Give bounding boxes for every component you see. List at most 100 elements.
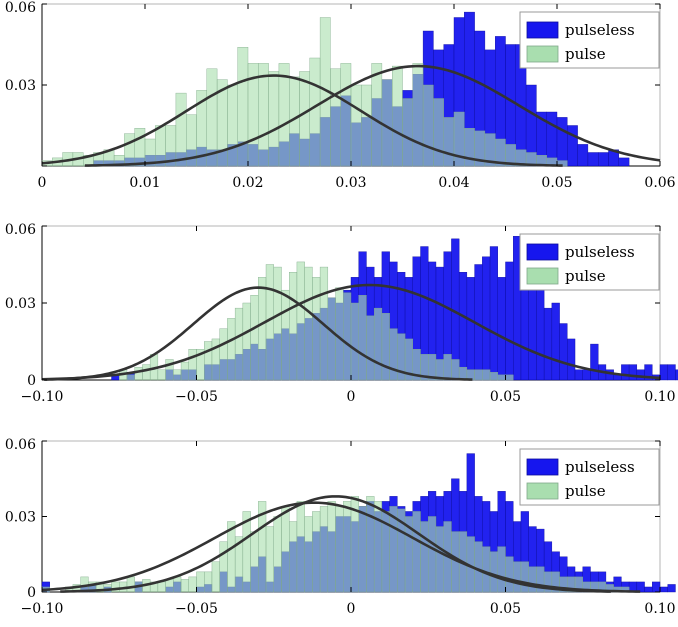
pulse-bar xyxy=(497,374,506,381)
pulse-bar xyxy=(489,551,498,593)
x-tick-label: −0.05 xyxy=(175,601,218,617)
series-pulse xyxy=(41,17,568,167)
pulse-bar xyxy=(350,84,362,167)
pulseless-bar xyxy=(582,369,591,381)
pulse-bar xyxy=(373,501,383,593)
pulse-bar xyxy=(520,561,529,593)
pulse-bar xyxy=(250,531,259,593)
y-tick-label: 0 xyxy=(27,373,36,389)
pulseless-bar xyxy=(644,364,653,381)
x-tick-label: 0.10 xyxy=(644,601,675,617)
pulse-bar xyxy=(296,261,305,381)
series-pulse xyxy=(119,261,514,381)
pulse-bar xyxy=(296,501,305,593)
pulse-bar xyxy=(327,297,336,381)
y-tick-label: 0.03 xyxy=(5,78,36,94)
y-tick-label: 0.03 xyxy=(5,296,36,312)
pulse-bar xyxy=(258,63,269,167)
pulse-bar xyxy=(180,361,189,381)
legend-label-pulseless: pulseless xyxy=(565,21,635,39)
pulse-bar xyxy=(289,521,298,593)
pulse-bar xyxy=(343,292,352,381)
pulse-bar xyxy=(428,516,437,593)
pulseless-bar xyxy=(577,144,589,167)
pulse-bar xyxy=(412,63,424,167)
pulse-bar xyxy=(281,506,290,593)
legend-swatch-pulse xyxy=(526,267,559,285)
legend-label-pulse: pulse xyxy=(565,267,606,285)
pulse-bar xyxy=(422,84,434,167)
x-tick-label: 0.05 xyxy=(490,389,521,405)
pulse-bar xyxy=(126,374,135,381)
y-tick-label: 0.06 xyxy=(5,437,36,453)
pulse-bar xyxy=(219,328,228,381)
pulseless-fit-curve xyxy=(84,64,661,167)
x-tick-label: −0.05 xyxy=(175,389,218,405)
pulse-bar xyxy=(204,341,213,381)
pulseless-bar xyxy=(598,152,609,167)
pulseless-bar xyxy=(505,261,514,381)
pulseless-bar xyxy=(659,586,668,593)
pulse-bar xyxy=(474,369,483,381)
pulseless-bar xyxy=(628,364,638,381)
chart-panel-1: 0.03 0.06 0 0.01 0.02 0.03 0.04 0.05 0.06 pulsele… xyxy=(5,0,676,191)
pulseless-bar xyxy=(590,343,599,381)
pulse-bar xyxy=(340,63,352,167)
pulse-bar xyxy=(237,47,249,167)
pulseless-bar xyxy=(520,287,529,381)
pulse-bar xyxy=(451,359,460,381)
pulse-bar xyxy=(505,556,514,593)
x-tick-label: 0.05 xyxy=(490,601,521,617)
pulse-bar xyxy=(175,92,187,167)
pulse-bar xyxy=(392,65,403,167)
pulseless-bar xyxy=(667,584,676,593)
x-tick-label: 0.03 xyxy=(335,175,366,191)
pulse-bar xyxy=(389,328,398,381)
legend-swatch-pulseless xyxy=(526,21,559,39)
pulse-bar xyxy=(327,501,336,593)
pulseless-bar xyxy=(567,125,578,167)
pulse-bar xyxy=(173,576,182,593)
x-tick-label: −0.10 xyxy=(21,389,64,405)
pulse-bar xyxy=(358,295,367,381)
pulse-bar xyxy=(126,576,135,593)
pulse-fit-curve xyxy=(41,501,641,593)
pulse-bar xyxy=(299,71,311,167)
pulse-bar xyxy=(304,516,313,593)
pulse-bar xyxy=(371,63,383,167)
x-tick-label: 0.10 xyxy=(644,389,675,405)
legend-swatch-pulseless xyxy=(526,458,559,476)
pulse-bar xyxy=(433,98,444,167)
pulseless-bar xyxy=(618,157,630,167)
pulse-bar xyxy=(188,349,197,381)
pulseless-bar xyxy=(482,256,491,381)
pulseless-bar xyxy=(605,369,614,381)
pulse-bar xyxy=(343,501,352,593)
pulse-bar xyxy=(505,374,514,381)
pulseless-bar xyxy=(497,277,506,381)
legend-label-pulseless: pulseless xyxy=(565,458,635,476)
pulse-bar xyxy=(312,511,321,593)
pulseless-bar xyxy=(636,369,645,381)
legend-swatch-pulseless xyxy=(526,243,559,261)
pulse-bar xyxy=(134,366,143,381)
pulseless-bar xyxy=(543,307,553,381)
pulseless-bar xyxy=(652,581,661,593)
legend-label-pulse: pulse xyxy=(565,482,606,500)
y-tick-label: 0.06 xyxy=(5,0,36,16)
pulseless-bar xyxy=(458,272,468,381)
pulse-bar xyxy=(211,561,220,593)
pulse-bar xyxy=(124,133,135,167)
y-tick-label: 0.03 xyxy=(5,510,36,526)
pulseless-bar xyxy=(559,323,568,381)
pulse-bar xyxy=(513,561,522,593)
pulse-fit-curve xyxy=(41,74,563,167)
pulse-bar xyxy=(402,98,414,167)
pulse-bar xyxy=(528,566,537,593)
pulse-bar xyxy=(273,516,282,593)
pulse-bar xyxy=(173,369,182,381)
pulse-bar xyxy=(188,576,197,593)
pulse-bar xyxy=(373,307,383,381)
pulse-bar xyxy=(482,369,491,381)
